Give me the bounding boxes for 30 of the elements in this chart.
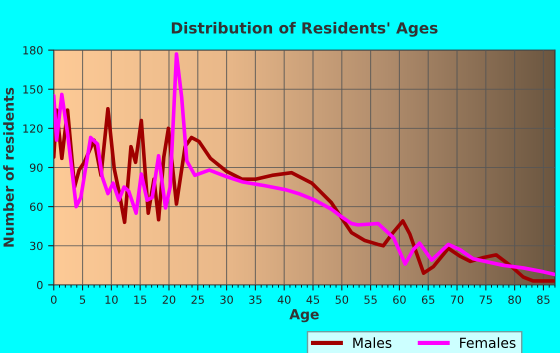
x-tick-label: 65 — [422, 295, 434, 304]
y-tick-label: 90 — [30, 163, 43, 172]
x-tick-label: 30 — [220, 295, 233, 304]
y-tick-label: 120 — [23, 124, 43, 133]
x-tick-label: 25 — [192, 295, 204, 304]
x-tick-label: 35 — [249, 295, 262, 304]
x-tick-label: 70 — [450, 295, 464, 304]
x-tick-label: 55 — [364, 296, 377, 304]
y-tick-label: 150 — [23, 85, 43, 94]
x-tick-label: 15 — [134, 296, 146, 304]
x-axis-title: Age — [289, 309, 319, 322]
x-tick-label: 85 — [537, 295, 550, 304]
y-axis-title: Number of residents — [3, 88, 14, 247]
x-tick-label: 50 — [336, 295, 348, 304]
legend-label: Females — [460, 337, 516, 348]
y-tick-label: 180 — [23, 46, 43, 55]
x-tick-label: 60 — [393, 295, 406, 304]
x-tick-label: 0 — [50, 295, 57, 304]
x-tick-label: 75 — [480, 296, 492, 304]
legend-label: Males — [353, 337, 392, 348]
x-tick-label: 5 — [80, 296, 86, 304]
y-tick-label: 30 — [30, 242, 43, 250]
y-tick-label: 60 — [30, 202, 43, 211]
x-tick-label: 80 — [508, 295, 521, 304]
chart-title: Distribution of Residents' Ages — [172, 22, 438, 37]
x-tick-label: 45 — [306, 296, 320, 304]
x-tick-label: 40 — [278, 295, 291, 304]
x-tick-label: 10 — [106, 295, 118, 304]
x-tick-label: 20 — [162, 295, 176, 304]
y-tick-label: 0 — [37, 280, 43, 290]
